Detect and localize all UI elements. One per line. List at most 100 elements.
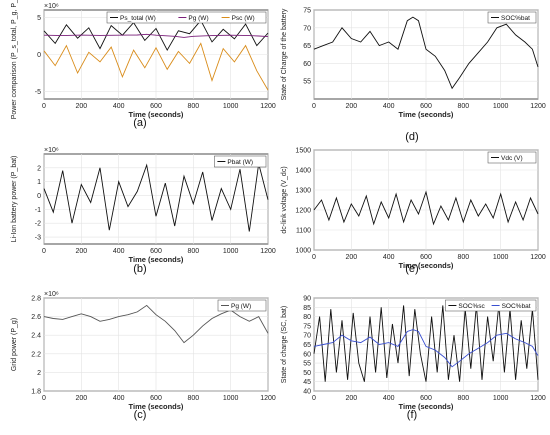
legend-label: Pbat (W) [227,159,253,166]
y-tick-label: 1300 [295,188,311,195]
series-line-0 [313,16,539,90]
legend-label: Pg (W) [231,303,251,310]
x-axis-label: Time (seconds) [399,110,454,119]
x-axis-label: Time (seconds) [129,110,184,119]
y-tick-label: -2 [35,221,41,228]
caption-b: (b) [133,263,146,275]
y-tick-label: 2.6 [31,314,41,321]
y-axis-label: State of Charge of the battery [281,8,288,100]
series-line-1 [313,329,539,368]
y-tick-label: 1 [37,179,41,186]
y-axis-label: Li-Ion battery power (P_bat) [11,156,18,243]
x-tick-label: 0 [42,103,46,110]
series-line-0 [43,163,269,232]
y-tick-label: 1200 [295,208,311,215]
x-tick-label: 0 [312,395,316,402]
y-tick-label: 50 [303,370,311,377]
y-tick-label: 40 [303,389,311,396]
y-tick-label: 2.4 [31,333,41,340]
legend-box [487,11,537,24]
x-tick-label: 1000 [493,395,509,402]
y-tick-label: 5 [37,15,41,22]
x-tick-label: 600 [420,103,432,110]
y-tick-label: -5 [35,89,41,96]
y-tick-label: 70 [303,333,311,340]
legend-label: Pg (W) [188,15,208,22]
x-tick-label: 400 [383,395,395,402]
chart-c: 0 200 400 600 800 1000 1200 1.8 2 2.2 2.4 2.6 2.8×10… [11,291,276,421]
legend: SOC%sc SOC%bat [445,299,537,312]
y-tick-label: 1100 [296,228,311,235]
legend-label: Ps_total (W) [120,15,156,22]
y-tick-label: 75 [303,323,311,330]
y-axis-label: Power comparison (P_s_total, P_g, P_sc) [11,0,18,119]
x-tick-label: 400 [383,103,395,110]
y-tick-label: 60 [303,61,311,68]
exponent-label: ×10⁶ [44,291,59,298]
x-tick-label: 1200 [260,248,276,255]
x-tick-label: 1000 [223,103,239,110]
x-tick-label: 400 [383,254,395,261]
caption-e: (e) [405,263,418,275]
x-tick-label: 1000 [493,254,509,261]
x-tick-label: 600 [420,395,432,402]
legend: SOC%bat [487,11,537,24]
y-tick-label: 55 [303,79,311,86]
series-line-1 [43,33,269,38]
x-tick-label: 800 [187,395,199,402]
x-tick-label: 1200 [530,395,546,402]
exponent-label: ×10⁶ [44,3,59,10]
x-tick-label: 1200 [260,395,276,402]
chart-b: 0 200 400 600 800 1000 1200 -3 -2 -1 0 1 2 ×10⁶ Time (… [11,147,276,275]
x-tick-label: 400 [113,248,125,255]
x-tick-label: 0 [42,248,46,255]
x-tick-label: 0 [312,254,316,261]
y-tick-label: 65 [303,342,311,349]
x-tick-label: 1200 [530,103,546,110]
legend-label: SOC%bat [501,15,530,22]
x-tick-label: 0 [42,395,46,402]
legend-box [445,299,537,312]
chart-e: 0 200 400 600 800 1000 1200 1000 1100 1200 1300 140… [281,148,546,276]
y-tick-label: 0 [37,52,41,59]
legend-box [217,299,267,312]
y-tick-label: 90 [303,296,311,303]
y-tick-label: 1500 [295,148,311,155]
y-tick-label: -3 [35,235,41,242]
x-tick-label: 600 [420,254,432,261]
legend-label: Psc (W) [232,15,255,22]
y-tick-label: 1.8 [31,389,41,396]
y-tick-label: 80 [303,314,311,321]
y-tick-label: 70 [303,25,311,32]
chart-d: 0 200 400 600 800 1000 1200 55 60 65 70 75 Time (sec… [281,8,546,144]
legend-label: SOC%bat [502,303,531,310]
x-axis-label: Time (seconds) [399,402,454,411]
y-tick-label: 65 [303,43,311,50]
series-line-0 [313,305,539,382]
legend: Pbat (W) [214,155,267,168]
x-tick-label: 600 [150,395,162,402]
x-tick-label: 600 [150,103,162,110]
x-tick-label: 400 [113,103,125,110]
series-line-0 [313,190,539,226]
x-tick-label: 200 [75,248,87,255]
legend-label: Vdc (V) [501,155,523,162]
y-axis-label: Grid power (P_g) [11,318,18,371]
y-axis-label: State of charge (SC, bat) [281,306,288,383]
x-tick-label: 1000 [493,103,509,110]
y-tick-label: 55 [303,361,311,368]
y-tick-label: -1 [35,207,41,214]
legend: Vdc (V) [487,151,537,164]
caption-a: (a) [133,117,146,129]
x-tick-label: 800 [457,103,469,110]
x-tick-label: 800 [187,103,199,110]
series-line-2 [43,42,269,91]
x-tick-label: 200 [345,103,357,110]
x-tick-label: 1000 [223,248,239,255]
x-axis-label: Time (seconds) [129,402,184,411]
y-tick-label: 1400 [295,168,311,175]
x-tick-label: 0 [312,103,316,110]
y-tick-label: 1000 [295,248,311,255]
